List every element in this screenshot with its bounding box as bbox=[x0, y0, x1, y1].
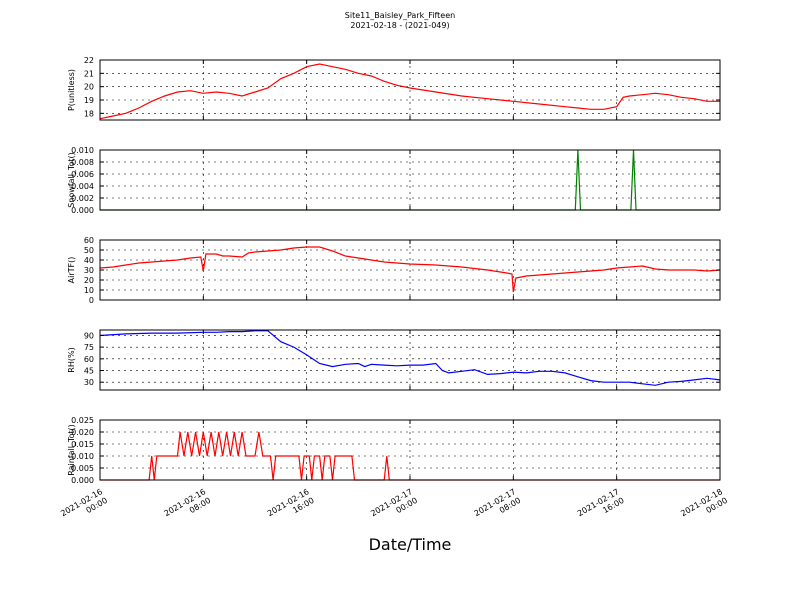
y-axis-label: P(unitless) bbox=[67, 69, 76, 111]
y-tick-label: 0.006 bbox=[71, 170, 94, 179]
y-axis-label: RH(%) bbox=[67, 347, 76, 372]
y-tick-label: 19 bbox=[84, 96, 94, 105]
y-axis-label: Rainfall_Tot() bbox=[67, 424, 76, 476]
y-tick-label: 0 bbox=[89, 296, 94, 305]
series-line bbox=[99, 330, 721, 386]
y-tick-label: 0.005 bbox=[71, 464, 94, 473]
y-tick-label: 0.020 bbox=[71, 428, 94, 437]
y-tick-label: 18 bbox=[84, 109, 94, 118]
y-tick-label: 0.010 bbox=[71, 146, 94, 155]
y-tick-label: 30 bbox=[84, 378, 94, 387]
series-line bbox=[99, 246, 721, 293]
y-tick-label: 40 bbox=[84, 256, 94, 265]
subplot-1: 18 19 20 21 22 P(unitless) bbox=[67, 56, 721, 121]
y-tick-label: 20 bbox=[84, 276, 94, 285]
chart-subtitle: 2021-02-18 - (2021-049) bbox=[350, 21, 449, 30]
y-tick-label: 0.000 bbox=[71, 206, 94, 215]
y-tick-label: 0.002 bbox=[71, 194, 94, 203]
y-axis-label: Snowfall_Tot() bbox=[67, 152, 76, 208]
y-tick-label: 50 bbox=[84, 246, 94, 255]
y-tick-label: 0.025 bbox=[71, 416, 94, 425]
y-tick-label: 0.008 bbox=[71, 158, 94, 167]
y-tick-label: 60 bbox=[84, 355, 94, 364]
subplot-5: 0.000 0.005 0.010 0.015 0.020 0.025Rainfall_T… bbox=[67, 416, 721, 485]
y-tick-label: 21 bbox=[84, 69, 94, 78]
y-tick-label: 20 bbox=[84, 83, 94, 92]
y-tick-label: 45 bbox=[84, 367, 94, 376]
x-axis-label: Date/Time bbox=[369, 535, 452, 554]
y-tick-label: 0.015 bbox=[71, 440, 94, 449]
chart-title: Site11_Baisley_Park_Fifteen bbox=[345, 11, 455, 20]
y-tick-label: 90 bbox=[84, 331, 94, 340]
subplot-panels: 1819202122P(unitless)0.0000.0020.0040.00… bbox=[67, 56, 721, 485]
y-tick-label: 0.004 bbox=[71, 182, 94, 191]
y-tick-label: 75 bbox=[84, 343, 94, 352]
y-tick-label: 22 bbox=[84, 56, 94, 65]
series-line bbox=[99, 63, 720, 120]
y-tick-label: 30 bbox=[84, 266, 94, 275]
y-tick-label: 60 bbox=[84, 236, 94, 245]
y-tick-label: 10 bbox=[84, 286, 94, 295]
y-tick-label: 0.000 bbox=[71, 476, 94, 485]
subplot-2: 0.000 0.002 0.004 0.006 0.008 0.010Snowfall_T… bbox=[67, 146, 721, 215]
subplot-4: 30 45 60 75 90 RH(%) bbox=[67, 329, 721, 391]
y-axis-label: AirTF() bbox=[67, 257, 76, 284]
y-tick-label: 0.010 bbox=[71, 452, 94, 461]
series-line bbox=[100, 431, 720, 481]
